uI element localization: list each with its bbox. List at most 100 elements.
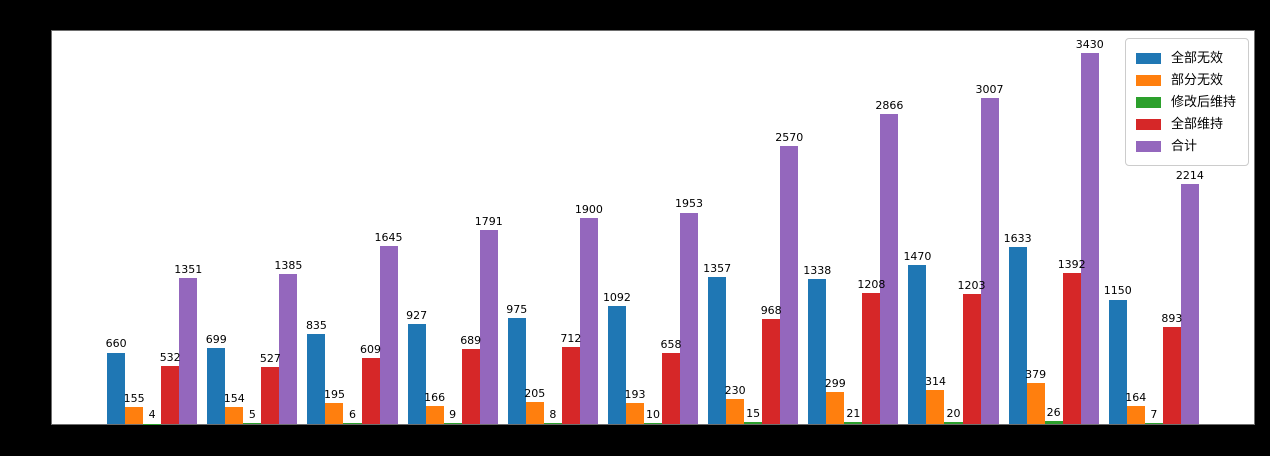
bar-value-label: 660 [105, 337, 127, 351]
bar-部分无效-8 [926, 390, 945, 424]
bar-全部维持-3 [461, 349, 480, 424]
bar-修改后维持-4 [543, 423, 562, 424]
bar-全部无效-0 [107, 352, 126, 424]
bar-部分无效-3 [425, 406, 444, 424]
bar-合计-10 [1180, 184, 1199, 424]
bar-部分无效-6 [726, 399, 745, 424]
bar-value-label: 9 [449, 407, 457, 421]
legend-item-全部维持: 全部维持 [1135, 113, 1236, 135]
bar-全部维持-1 [261, 366, 280, 424]
bar-全部维持-0 [161, 366, 180, 424]
bar-修改后维持-1 [243, 423, 262, 424]
bar-修改后维持-2 [343, 423, 362, 424]
bar-全部维持-2 [361, 358, 380, 424]
legend: 全部无效部分无效修改后维持全部维持合计 [1124, 38, 1249, 166]
bar-value-label: 155 [123, 392, 145, 406]
bar-value-label: 3430 [1075, 37, 1104, 51]
bar-value-label: 712 [560, 331, 582, 345]
bar-value-label: 21 [846, 406, 861, 420]
bar-value-label: 527 [259, 351, 281, 365]
bar-全部无效-9 [1008, 247, 1027, 424]
bar-合计-5 [680, 212, 699, 424]
bar-value-label: 2570 [775, 130, 804, 144]
bar-部分无效-4 [525, 401, 544, 424]
bar-合计-6 [780, 145, 799, 424]
bar-value-label: 1338 [803, 264, 832, 278]
legend-swatch [1135, 140, 1161, 152]
bar-全部无效-10 [1108, 299, 1127, 424]
legend-item-部分无效: 部分无效 [1135, 69, 1236, 91]
bar-value-label: 193 [624, 388, 646, 402]
bar-value-label: 975 [506, 303, 528, 317]
bar-全部无效-3 [407, 323, 426, 424]
bar-value-label: 1203 [957, 278, 986, 292]
bar-合计-2 [379, 245, 398, 424]
bar-全部维持-10 [1162, 327, 1181, 424]
bar-全部维持-8 [962, 293, 981, 424]
bar-全部无效-4 [507, 318, 526, 424]
bar-value-label: 2214 [1175, 169, 1204, 183]
bar-全部无效-6 [708, 277, 727, 424]
bar-合计-3 [479, 230, 498, 424]
bar-value-label: 1385 [274, 258, 303, 272]
bar-value-label: 968 [760, 304, 782, 318]
bar-value-label: 15 [746, 407, 761, 421]
bar-全部无效-2 [307, 333, 326, 424]
bar-合计-1 [279, 274, 298, 424]
bar-value-label: 10 [646, 407, 660, 421]
bar-value-label: 835 [305, 318, 327, 332]
bar-全部维持-7 [862, 293, 881, 424]
bar-value-label: 314 [924, 374, 946, 388]
bar-修改后维持-6 [744, 422, 763, 424]
bar-合计-8 [980, 98, 999, 424]
bar-部分无效-10 [1126, 406, 1145, 424]
bar-value-label: 164 [1125, 391, 1147, 405]
bar-全部无效-5 [607, 305, 626, 424]
bar-合计-7 [880, 113, 899, 424]
bar-value-label: 205 [524, 386, 546, 400]
bar-修改后维持-3 [443, 423, 462, 424]
bar-value-label: 893 [1161, 312, 1183, 326]
bar-value-label: 699 [205, 333, 227, 347]
bar-value-label: 7 [1150, 408, 1158, 422]
bar-value-label: 1150 [1103, 284, 1132, 298]
legend-label: 全部无效 [1170, 50, 1223, 66]
bar-value-label: 1953 [675, 197, 704, 211]
bar-合计-4 [579, 218, 598, 424]
legend-swatch [1135, 96, 1161, 108]
bar-value-label: 1092 [602, 290, 631, 304]
bar-value-label: 20 [946, 406, 961, 420]
bar-部分无效-9 [1026, 382, 1045, 424]
bar-全部维持-9 [1062, 273, 1081, 424]
bar-修改后维持-10 [1144, 423, 1163, 424]
bar-value-label: 230 [724, 384, 746, 398]
bar-value-label: 8 [549, 408, 557, 422]
bar-value-label: 1392 [1057, 258, 1086, 272]
bar-部分无效-2 [325, 402, 344, 424]
bar-value-label: 532 [159, 351, 181, 365]
bar-部分无效-7 [826, 391, 845, 424]
bar-value-label: 2866 [875, 98, 904, 112]
bar-value-label: 26 [1046, 406, 1061, 420]
bar-value-label: 927 [406, 308, 428, 322]
bar-value-label: 1208 [857, 278, 886, 292]
legend-label: 合计 [1170, 138, 1197, 154]
legend-item-合计: 合计 [1135, 135, 1236, 157]
bar-value-label: 1645 [374, 230, 403, 244]
legend-swatch [1135, 52, 1161, 64]
bar-value-label: 299 [824, 376, 846, 390]
legend-label: 修改后维持 [1170, 94, 1236, 110]
legend-item-全部无效: 全部无效 [1135, 47, 1236, 69]
bar-修改后维持-8 [944, 421, 963, 424]
bar-value-label: 1357 [703, 262, 732, 275]
bar-value-label: 195 [323, 387, 345, 401]
bar-部分无效-0 [125, 407, 144, 424]
bar-value-label: 3007 [975, 83, 1004, 97]
plot-area: 660 699 835 927 975 1092 1357 1338 1470 1633 1150 1… [51, 30, 1255, 425]
bar-修改后维持-5 [643, 422, 662, 424]
legend-label: 部分无效 [1170, 72, 1223, 88]
bar-全部维持-5 [662, 352, 681, 424]
bar-全部维持-4 [561, 346, 580, 424]
bar-合计-9 [1080, 52, 1099, 424]
